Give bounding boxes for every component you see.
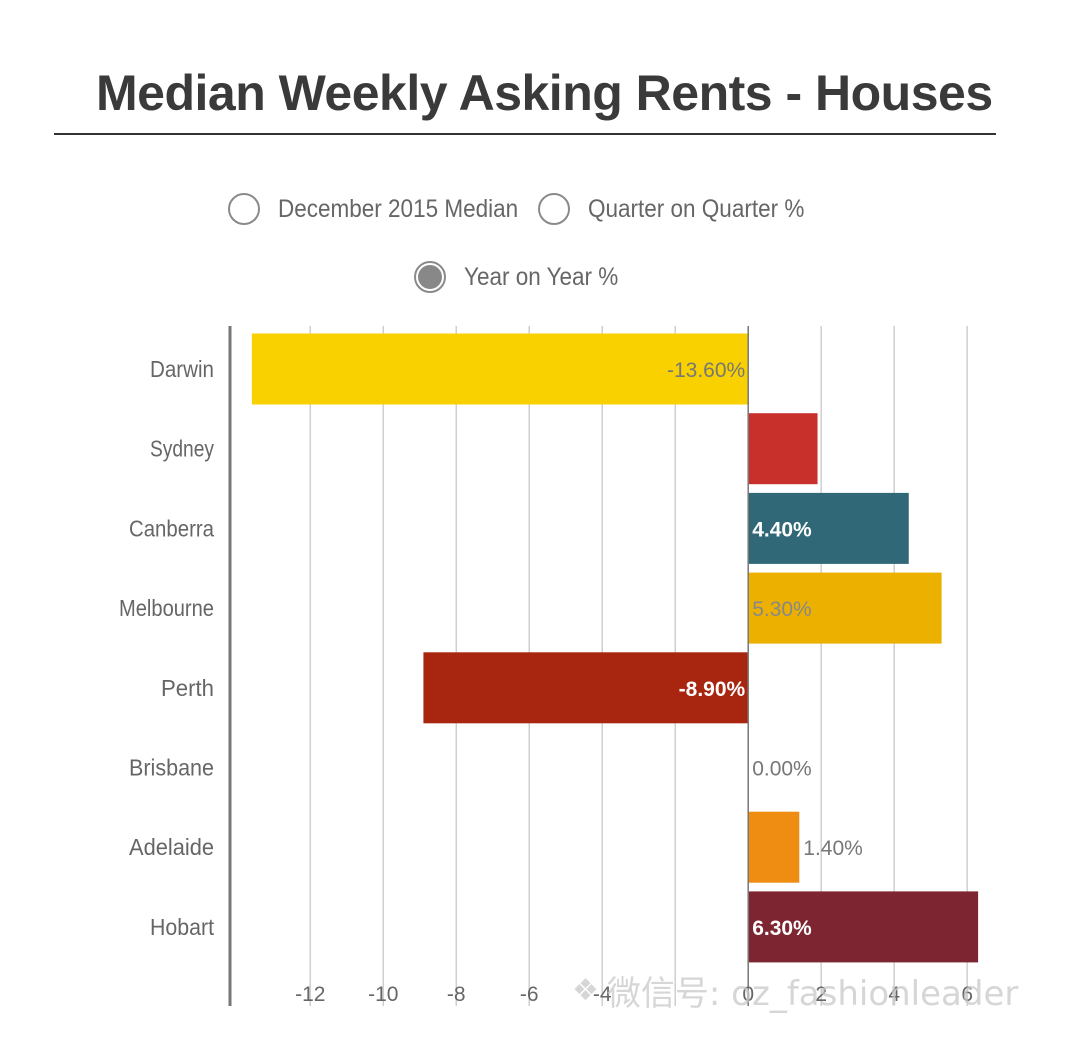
x-tick-label: -12 <box>295 983 325 1006</box>
data-label: 0.00% <box>752 758 812 781</box>
data-label: -8.90% <box>679 678 746 701</box>
x-tick-label: -6 <box>520 983 539 1006</box>
category-label: Darwin <box>150 356 214 382</box>
radio-circle-icon[interactable] <box>538 193 570 225</box>
option-year-on-year[interactable]: Year on Year % <box>414 261 635 293</box>
option-label: Quarter on Quarter % <box>588 194 805 223</box>
bar-sydney <box>748 413 818 485</box>
radio-selected-icon[interactable] <box>414 261 446 293</box>
wechat-icon: ❖ <box>572 973 599 1008</box>
option-label: December 2015 Median <box>278 194 519 223</box>
x-tick-label: -10 <box>368 983 398 1006</box>
x-tick-label: -4 <box>593 983 612 1006</box>
option-label: Year on Year % <box>464 262 619 291</box>
category-label: Canberra <box>129 515 214 541</box>
x-tick-label: -8 <box>447 983 466 1006</box>
category-label: Sydney <box>150 436 214 462</box>
watermark-text: 微信号: oz_fashionleader <box>606 974 1019 1014</box>
x-tick-label: 0 <box>742 983 754 1006</box>
category-label: Hobart <box>150 914 215 940</box>
bar-adelaide <box>748 811 800 883</box>
bar-canberra <box>748 492 909 564</box>
bar-melbourne <box>748 572 942 644</box>
bar-hobart <box>748 891 979 963</box>
bar-perth <box>423 652 749 724</box>
option-quarter-on-quarter[interactable]: Quarter on Quarter % <box>538 193 828 225</box>
title-divider <box>54 133 996 135</box>
category-label: Adelaide <box>129 834 214 860</box>
category-label: Melbourne <box>119 595 214 621</box>
option-december-median[interactable]: December 2015 Median <box>228 193 545 225</box>
category-label: Perth <box>161 675 214 701</box>
data-label: -13.60% <box>667 359 745 382</box>
data-label: 4.40% <box>752 518 812 541</box>
data-label: 5.30% <box>752 598 812 621</box>
category-label: Brisbane <box>129 755 214 781</box>
x-tick-label: 6 <box>961 983 973 1006</box>
chart-title: Median Weekly Asking Rents - Houses <box>96 65 993 121</box>
watermark: ❖ 微信号: oz_fashionleader <box>572 966 1018 1015</box>
x-tick-label: 4 <box>888 983 900 1006</box>
data-label: 1.40% <box>803 837 863 860</box>
x-tick-label: 2 <box>815 983 827 1006</box>
data-label: 1.90% <box>822 439 882 462</box>
data-label: 6.30% <box>752 917 812 940</box>
bar-darwin <box>251 333 749 405</box>
radio-circle-icon[interactable] <box>228 193 260 225</box>
